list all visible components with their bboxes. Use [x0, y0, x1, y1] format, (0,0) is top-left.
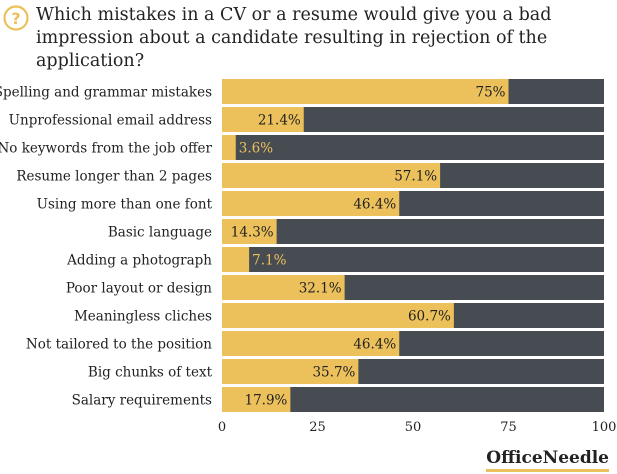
data-label: 35.7%	[312, 365, 355, 381]
bar-track	[222, 135, 604, 160]
category-label: Poor layout or design	[66, 281, 212, 297]
x-tick-label: 75	[500, 420, 517, 435]
bar	[222, 107, 304, 132]
data-label: 60.7%	[408, 309, 451, 325]
data-label: 46.4%	[353, 197, 396, 213]
x-tick-label: 50	[405, 420, 422, 435]
data-label: 7.1%	[252, 253, 286, 269]
bar-track	[222, 247, 604, 272]
bar	[222, 79, 509, 104]
data-label: 21.4%	[258, 113, 301, 129]
data-label: 75%	[475, 85, 505, 101]
data-label: 46.4%	[353, 337, 396, 353]
category-label: Unprofessional email address	[9, 113, 212, 129]
category-label: Adding a photograph	[66, 253, 212, 269]
x-tick-label: 25	[309, 420, 326, 435]
bar	[222, 191, 400, 216]
bar	[222, 387, 291, 412]
bar	[222, 275, 345, 300]
category-label: Resume longer than 2 pages	[16, 169, 212, 185]
data-label: 14.3%	[231, 225, 274, 241]
brand-underline	[486, 469, 609, 472]
chart-title: Which mistakes in a CV or a resume would…	[36, 5, 552, 71]
bar	[222, 359, 359, 384]
bar	[222, 219, 277, 244]
brand-name: OfficeNeedle	[486, 448, 609, 468]
category-label: Basic language	[108, 225, 212, 241]
category-label: Salary requirements	[72, 393, 212, 409]
category-label: Using more than one font	[37, 197, 213, 213]
data-label: 57.1%	[394, 169, 437, 185]
category-label: Not tailored to the position	[26, 337, 212, 353]
bar	[222, 331, 400, 356]
category-label: No keywords from the job offer	[0, 141, 213, 157]
x-tick-label: 0	[218, 420, 226, 435]
data-label: 32.1%	[299, 281, 342, 297]
data-label: 3.6%	[239, 141, 273, 157]
category-label: Spelling and grammar mistakes	[0, 85, 212, 101]
brand-logo: OfficeNeedle	[486, 448, 609, 472]
bar	[222, 303, 454, 328]
x-tick-label: 100	[592, 420, 617, 435]
bar-track	[222, 219, 604, 244]
category-label: Big chunks of text	[88, 365, 213, 381]
bar	[222, 135, 236, 160]
question-circle-icon: ?	[3, 5, 29, 31]
data-label: 17.9%	[244, 393, 287, 409]
bar	[222, 163, 441, 188]
bar	[222, 247, 250, 272]
category-label: Meaningless cliches	[74, 309, 212, 325]
svg-text:?: ?	[11, 9, 20, 28]
